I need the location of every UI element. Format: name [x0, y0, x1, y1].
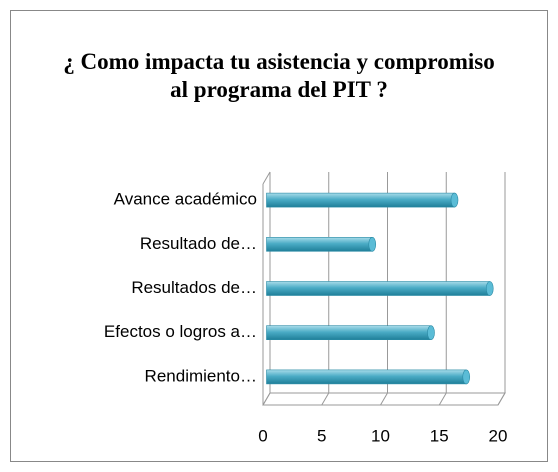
frame	[10, 10, 548, 462]
x-tick-label: 10	[371, 426, 390, 445]
y-tick-label: Rendimiento…	[145, 366, 257, 385]
bar	[266, 192, 455, 208]
grid-line	[380, 172, 388, 406]
bar	[266, 281, 491, 296]
grid-line	[438, 172, 447, 406]
bar	[266, 325, 432, 341]
y-tick-label: Resultados de…	[131, 278, 257, 297]
bar-cap	[485, 281, 494, 296]
x-tick-label: 20	[489, 426, 508, 445]
x-tick-label: 0	[258, 426, 267, 445]
bar	[266, 369, 467, 385]
bar-cap	[462, 369, 471, 385]
bar-cap	[368, 237, 377, 252]
side-wall	[262, 171, 271, 185]
bar-cap	[427, 325, 435, 341]
y-tick-label: Efectos o logros a…	[104, 322, 257, 341]
grid-line	[497, 172, 506, 406]
bar	[266, 237, 373, 252]
x-tick-label: 5	[317, 426, 326, 445]
x-tick-label: 15	[430, 426, 449, 445]
chart-title: ¿ Como impacta tu asistencia y compromis…	[63, 49, 495, 102]
y-tick-label: Avance académico	[114, 190, 257, 209]
y-tick-label: Resultado de…	[140, 234, 257, 253]
bar-cap	[450, 192, 459, 208]
